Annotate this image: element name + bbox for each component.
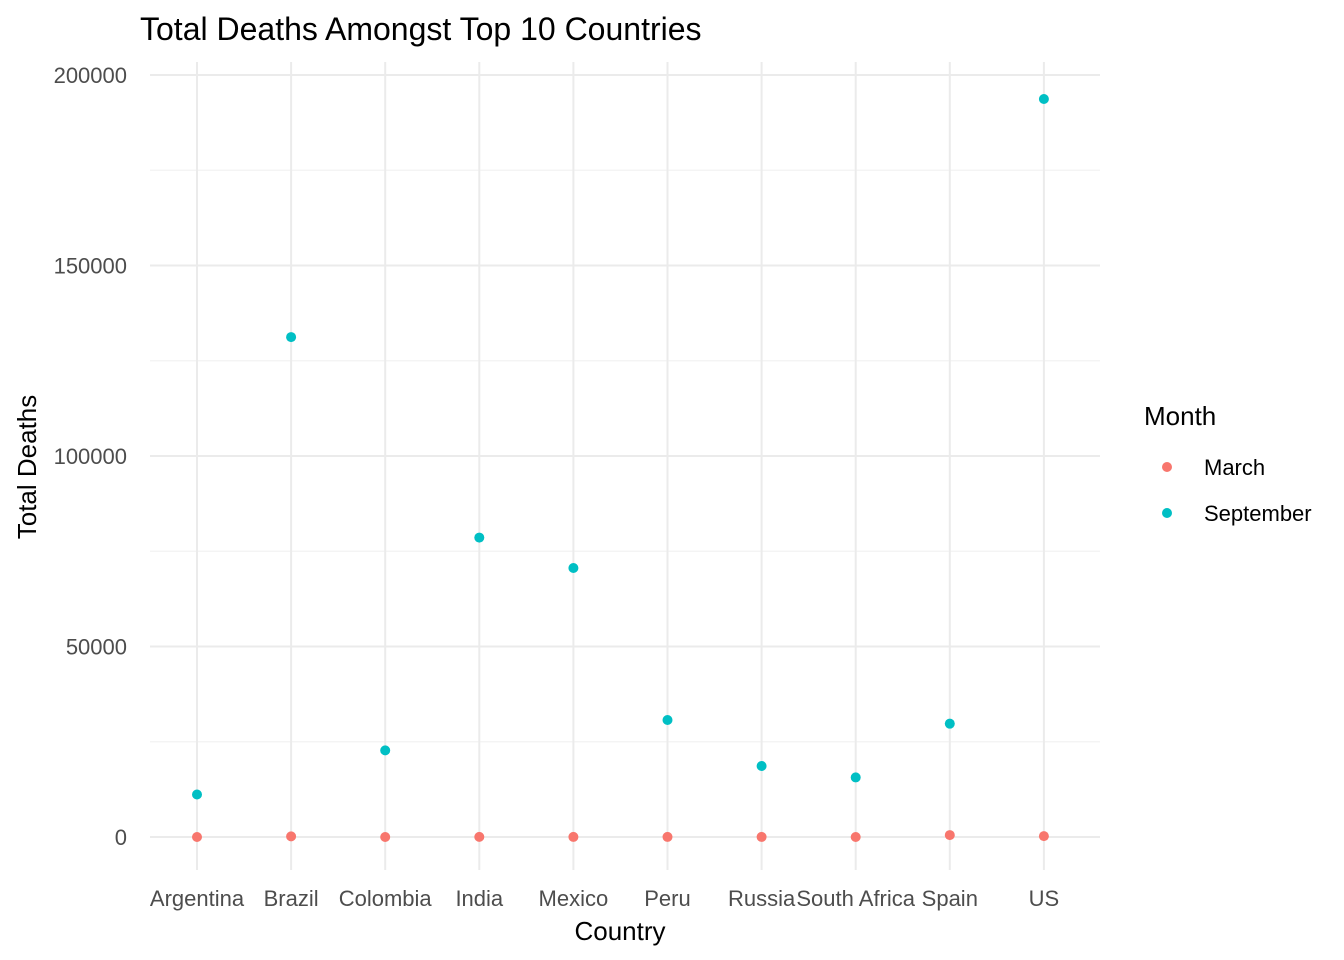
data-point-september [380, 745, 391, 756]
y-tick-label: 0 [115, 825, 127, 850]
data-point-march [944, 830, 955, 841]
legend-key-march [1162, 462, 1172, 472]
data-point-september [474, 532, 485, 543]
y-tick-label: 150000 [54, 254, 127, 279]
grid [150, 62, 1100, 870]
data-point-september [756, 761, 767, 772]
data-point-march [662, 831, 673, 842]
data-point-september [192, 789, 202, 800]
legend: Month March September [1144, 401, 1312, 526]
x-tick-label: Peru [644, 886, 690, 911]
data-point-september [850, 772, 861, 783]
x-axis-title: Country [574, 916, 665, 946]
y-tick-label: 100000 [54, 444, 127, 469]
x-tick-label: Mexico [539, 886, 609, 911]
legend-title: Month [1144, 401, 1216, 431]
data-point-september [1038, 93, 1049, 104]
x-axis-ticks: Argentina Brazil Colombia India Mexico Peru Ru… [150, 886, 1059, 911]
y-tick-label: 50000 [66, 635, 127, 660]
x-tick-label: Russia [728, 886, 796, 911]
data-point-march [568, 831, 579, 842]
data-point-march [474, 831, 485, 842]
data-point-september [662, 714, 673, 725]
x-tick-label: Argentina [150, 886, 245, 911]
data-point-march [850, 832, 861, 842]
legend-label-september: September [1204, 501, 1312, 526]
x-tick-label: India [455, 886, 503, 911]
x-tick-label: Spain [922, 886, 978, 911]
data-point-september [944, 718, 955, 729]
y-tick-label: 200000 [54, 63, 127, 88]
y-axis-title: Total Deaths [12, 395, 42, 540]
data-point-september [286, 332, 297, 343]
x-tick-label: US [1029, 886, 1060, 911]
x-tick-label: Colombia [339, 886, 433, 911]
data-point-march [380, 831, 391, 842]
legend-key-september [1162, 508, 1172, 518]
data-point-march [756, 831, 767, 842]
x-tick-label: South Africa [796, 886, 915, 911]
data-points [192, 93, 1049, 842]
chart-title: Total Deaths Amongst Top 10 Countries [140, 11, 702, 47]
data-point-march [192, 831, 202, 842]
data-point-september [568, 562, 579, 573]
y-axis-ticks: 0 50000 100000 150000 200000 [54, 63, 127, 850]
x-tick-label: Brazil [264, 886, 319, 911]
data-point-march [286, 831, 297, 842]
legend-label-march: March [1204, 455, 1265, 480]
data-point-march [1038, 831, 1049, 842]
